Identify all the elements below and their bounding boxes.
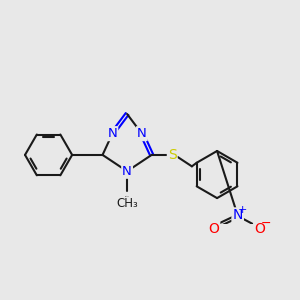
Text: +: +: [238, 205, 247, 214]
Text: O: O: [254, 221, 265, 236]
Text: methyl: methyl: [125, 196, 130, 197]
Text: methyl: methyl: [127, 197, 132, 198]
Text: −: −: [260, 217, 271, 230]
Text: CH₃: CH₃: [116, 197, 138, 210]
Text: O: O: [208, 221, 219, 236]
Text: S: S: [168, 148, 177, 162]
Text: N: N: [107, 127, 117, 140]
Text: N: N: [122, 165, 132, 178]
Text: N: N: [137, 127, 147, 140]
Text: N: N: [232, 208, 243, 222]
